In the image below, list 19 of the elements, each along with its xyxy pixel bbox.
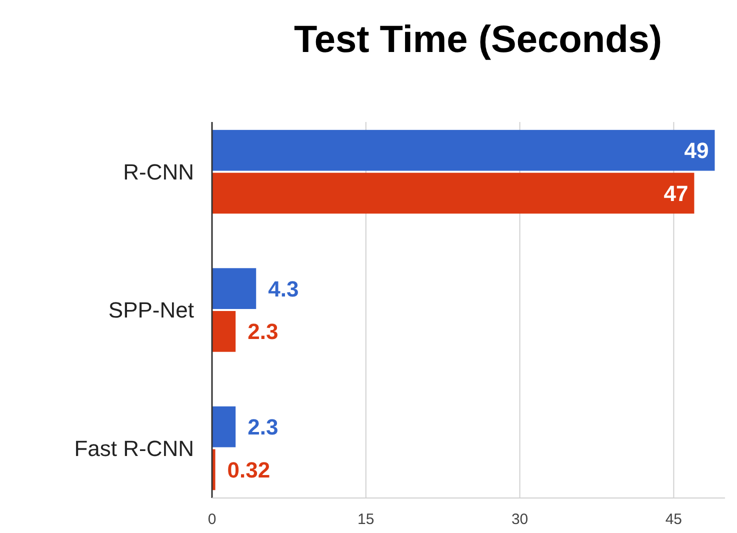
bar — [212, 172, 694, 214]
bar — [212, 311, 236, 352]
bar — [212, 130, 715, 171]
data-label: 2.3 — [248, 414, 278, 440]
y-tick-label: R-CNN — [123, 159, 194, 184]
data-label: 0.32 — [227, 457, 270, 482]
y-tick-label: SPP-Net — [108, 298, 194, 323]
x-tick-label: 0 — [208, 511, 216, 528]
data-label: 2.3 — [248, 319, 278, 344]
x-tick-label: 30 — [511, 511, 528, 528]
bar — [212, 268, 256, 309]
data-label: 4.3 — [268, 276, 299, 302]
data-label: 47 — [664, 180, 688, 206]
y-tick-label: Fast R-CNN — [74, 436, 194, 461]
bar — [212, 406, 236, 448]
data-label: 49 — [684, 138, 709, 164]
x-tick-label: 15 — [358, 511, 374, 528]
chart-title: Test Time (Seconds) — [294, 19, 662, 61]
x-tick-label: 45 — [665, 511, 682, 528]
